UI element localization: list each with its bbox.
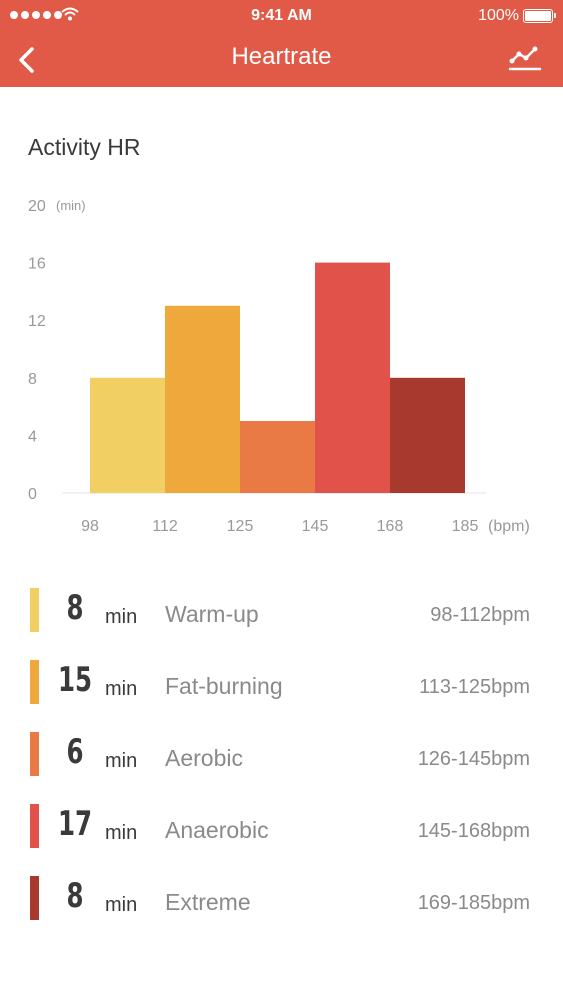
chart-bar — [390, 377, 465, 493]
navigation-bar: Heartrate — [0, 32, 563, 87]
status-time: 9:41 AM — [251, 7, 312, 24]
zone-minutes: 8 — [66, 588, 84, 628]
zone-minutes: 17 — [57, 804, 93, 844]
zone-minutes: 15 — [57, 660, 93, 700]
chart-bar — [165, 305, 240, 493]
status-bar: 9:41 AM 100% — [0, 0, 563, 32]
x-axis-unit: (bpm) — [488, 518, 530, 535]
y-tick-label: 20 — [28, 198, 46, 215]
zone-minutes: 8 — [66, 876, 84, 916]
zone-bpm-range: 126-145bpm — [417, 748, 530, 770]
zone-minutes-unit: min — [105, 606, 138, 628]
zone-color-swatch — [30, 876, 39, 920]
chart-bar — [240, 421, 315, 493]
chart-bar — [315, 262, 390, 493]
y-tick-label: 4 — [28, 428, 37, 445]
activity-hr-chart: 0 4 8 12 16 20 (min) 98 112 125 145 168 185 (bpm) — [28, 198, 530, 535]
zone-bpm-range: 145-168bpm — [417, 820, 530, 842]
chart-bar — [90, 377, 165, 493]
zone-minutes: 6 — [66, 732, 84, 772]
x-tick-label: 125 — [227, 518, 254, 535]
zone-minutes-unit: min — [105, 822, 138, 844]
page-title: Heartrate — [231, 43, 332, 70]
zone-name: Warm-up — [165, 601, 259, 627]
zone-row: 6 min Aerobic 126-145bpm — [0, 724, 563, 784]
zone-row: 15 min Fat-burning 113-125bpm — [0, 652, 563, 712]
zone-color-swatch — [30, 804, 39, 848]
zone-name: Aerobic — [165, 745, 243, 771]
zone-row: 8 min Warm-up 98-112bpm — [0, 580, 563, 640]
y-tick-label: 0 — [28, 486, 37, 503]
zone-minutes-unit: min — [105, 678, 138, 700]
x-tick-label: 168 — [377, 518, 404, 535]
zone-name: Anaerobic — [165, 817, 269, 843]
zone-bpm-range: 98-112bpm — [430, 604, 530, 626]
zone-minutes-unit: min — [105, 750, 138, 772]
zone-minutes-unit: min — [105, 894, 138, 916]
zone-name: Fat-burning — [165, 673, 283, 699]
zone-name: Extreme — [165, 889, 251, 915]
x-tick-label: 98 — [81, 518, 99, 535]
x-tick-label: 112 — [152, 518, 178, 535]
wifi-icon — [61, 7, 79, 21]
zone-color-swatch — [30, 588, 39, 632]
battery-icon — [523, 9, 556, 23]
zone-row: 17 min Anaerobic 145-168bpm — [0, 796, 563, 856]
trend-chart-button[interactable] — [507, 42, 543, 76]
trend-chart-icon — [508, 46, 542, 71]
y-tick-label: 12 — [28, 313, 46, 330]
battery-percent: 100% — [478, 7, 519, 24]
zone-bpm-range: 113-125bpm — [419, 676, 530, 698]
y-tick-label: 16 — [28, 256, 46, 273]
y-axis-unit: (min) — [56, 198, 86, 213]
section-title: Activity HR — [28, 134, 141, 160]
zone-row: 8 min Extreme 169-185bpm — [0, 868, 563, 928]
y-tick-label: 8 — [28, 371, 37, 388]
signal-strength-icon — [10, 11, 62, 19]
back-button[interactable] — [10, 40, 46, 76]
zone-color-swatch — [30, 732, 39, 776]
header-bar: 9:41 AM 100% Heartrate — [0, 0, 563, 87]
x-tick-label: 145 — [302, 518, 329, 535]
x-tick-label: 185 — [452, 518, 479, 535]
chevron-left-icon — [19, 47, 34, 73]
zone-color-swatch — [30, 660, 39, 704]
zone-bpm-range: 169-185bpm — [417, 892, 530, 914]
